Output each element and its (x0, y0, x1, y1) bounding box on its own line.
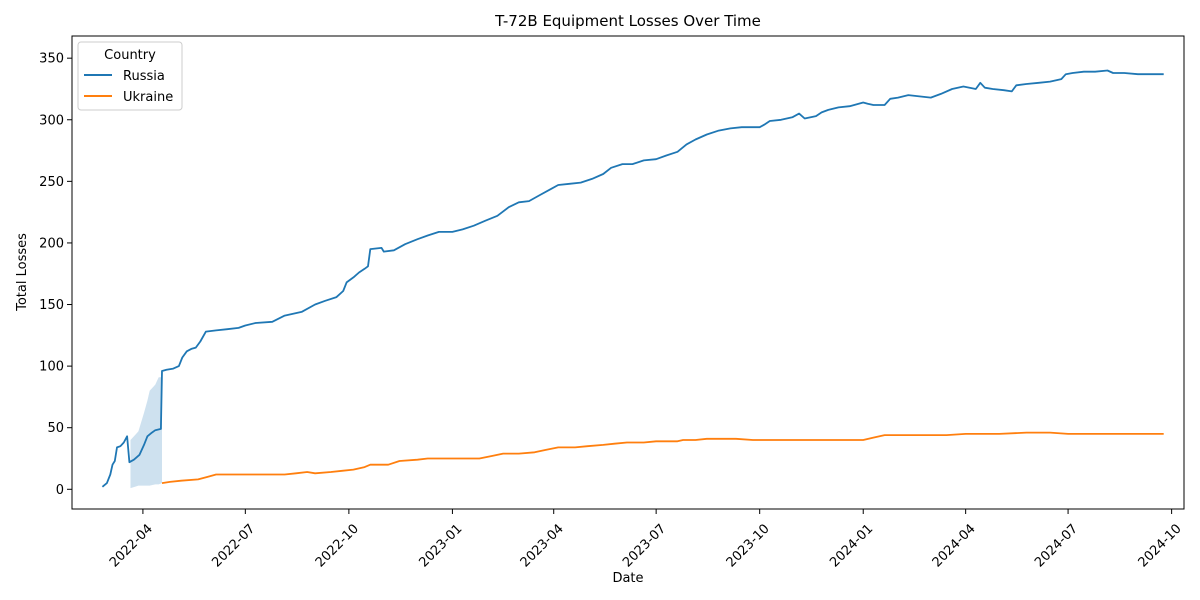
legend-label-russia: Russia (123, 69, 165, 84)
series-line-russia (101, 69, 1164, 488)
x-tick-label: 2023-04 (518, 521, 567, 570)
confidence-band-russia (130, 377, 162, 489)
legend-box (77, 41, 183, 111)
y-tick-label: 300 (39, 113, 64, 128)
y-tick-label: 100 (39, 360, 64, 375)
x-tick-label: 2024-04 (930, 521, 979, 570)
plot-area (101, 69, 1164, 489)
y-tick-label: 350 (39, 52, 64, 67)
x-tick-label: 2023-01 (416, 521, 465, 570)
x-tick-label: 2024-07 (1032, 521, 1081, 570)
legend-title: Country (104, 48, 156, 63)
legend-label-ukraine: Ukraine (123, 90, 173, 105)
y-tick-label: 250 (39, 175, 64, 190)
chart-title: T-72B Equipment Losses Over Time (494, 12, 761, 30)
y-tick-label: 0 (56, 483, 64, 498)
y-axis-title: Total Losses (15, 233, 30, 312)
x-tick-label: 2022-04 (107, 521, 156, 570)
x-tick-label: 2023-07 (620, 521, 669, 570)
x-tick-label: 2023-10 (724, 521, 773, 570)
y-axis: 0 50 100 150 200 250 300 350 (39, 52, 72, 498)
plot-frame (71, 35, 1185, 510)
x-axis: 2022-04 2022-07 2022-10 2023-01 2023-04 2023-… (107, 509, 1185, 570)
y-tick-label: 150 (39, 298, 64, 313)
x-tick-label: 2024-10 (1136, 521, 1185, 570)
x-tick-label: 2022-07 (209, 521, 258, 570)
y-tick-label: 200 (39, 236, 64, 251)
x-tick-label: 2022-10 (313, 521, 362, 570)
y-tick-label: 50 (47, 421, 64, 436)
legend: Country Russia Ukraine (77, 41, 183, 111)
series-line-ukraine (161, 431, 1164, 484)
x-axis-title: Date (612, 571, 643, 586)
x-tick-label: 2024-01 (827, 521, 876, 570)
